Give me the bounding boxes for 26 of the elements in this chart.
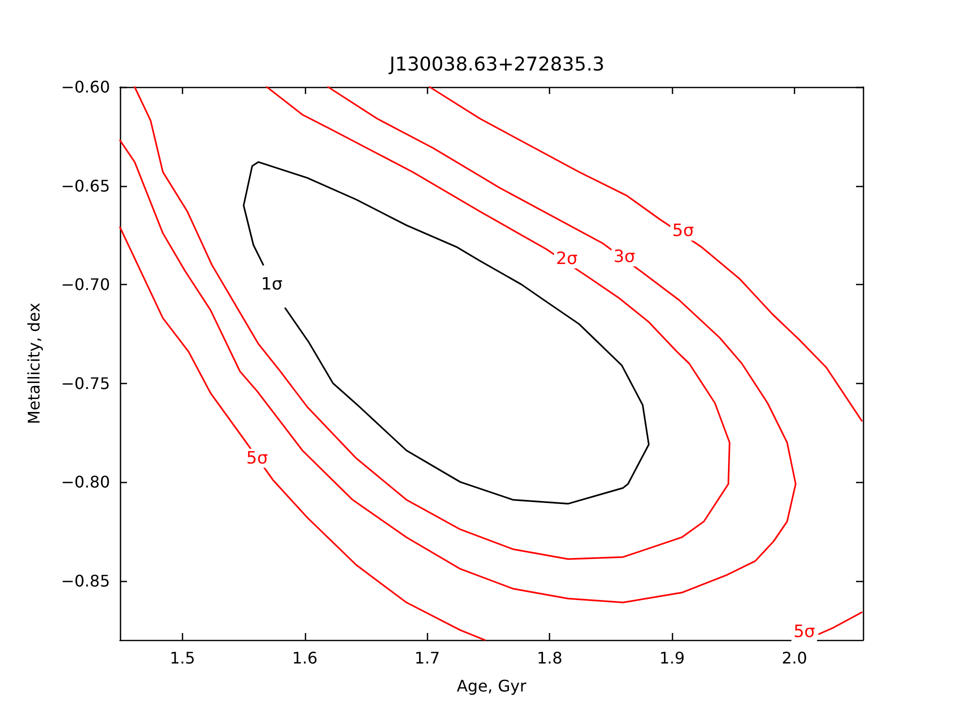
line-series	[134, 86, 730, 560]
annotation: 5σ	[793, 622, 816, 642]
y-tick-label: −0.80	[60, 472, 110, 492]
x-tick-label: 1.9	[659, 648, 685, 668]
annotation: 2σ	[556, 248, 578, 269]
x-tick-label: 1.6	[292, 648, 318, 668]
x-tick-label: 1.8	[536, 648, 562, 668]
chart-title: J130038.63+272835.3	[388, 54, 604, 76]
y-tick-label: −0.85	[60, 571, 110, 590]
annotation: 5σ	[672, 221, 694, 242]
annotation: 3σ	[614, 246, 636, 267]
x-tick-label: 2.0	[782, 648, 808, 668]
line-series	[119, 86, 796, 604]
line-series	[242, 161, 650, 505]
annotation: 1σ	[260, 274, 283, 294]
y-tick-label: −0.60	[60, 78, 110, 96]
line-series	[428, 86, 863, 422]
y-tick-label: −0.75	[60, 374, 110, 393]
line-series	[119, 226, 486, 641]
y-tick-label: −0.70	[60, 275, 110, 294]
x-tick-label: 1.7	[414, 648, 440, 668]
x-tick-label: 1.5	[170, 648, 196, 668]
y-tick-label: −0.65	[60, 176, 110, 196]
x-axis-title: Age, Gyr	[456, 676, 527, 696]
annotation: 5σ	[246, 448, 268, 468]
y-axis-title: Metallicity, dex	[24, 302, 44, 424]
